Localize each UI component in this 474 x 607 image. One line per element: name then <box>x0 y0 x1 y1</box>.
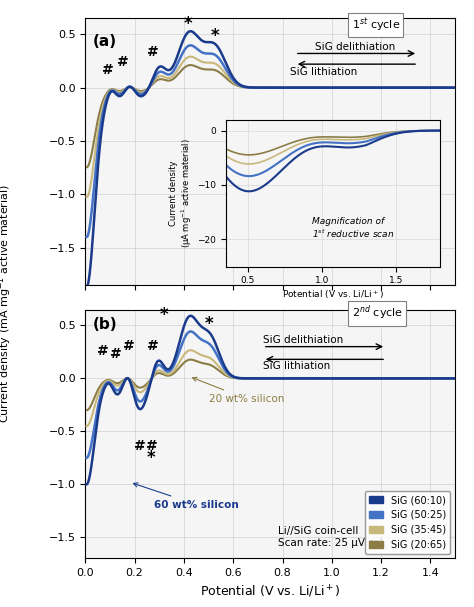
Text: #: # <box>110 347 122 361</box>
Text: #: # <box>134 439 146 453</box>
Text: (a): (a) <box>93 34 117 49</box>
X-axis label: Potential (V vs. Li/Li$^+$): Potential (V vs. Li/Li$^+$) <box>200 584 340 600</box>
Text: #: # <box>102 63 114 76</box>
Text: 1$^{st}$ cycle: 1$^{st}$ cycle <box>352 16 400 34</box>
Text: #: # <box>117 55 128 69</box>
Text: *: * <box>204 314 213 333</box>
Text: 20 wt% silicon: 20 wt% silicon <box>192 378 284 404</box>
Legend: SiG (60:10), SiG (50:25), SiG (35:45), SiG (20:65): SiG (60:10), SiG (50:25), SiG (35:45), S… <box>365 491 450 554</box>
Text: SiG lithiation: SiG lithiation <box>290 67 357 77</box>
Text: (b): (b) <box>93 317 118 332</box>
Text: #: # <box>146 439 158 453</box>
Text: #: # <box>97 344 109 358</box>
Text: *: * <box>160 306 168 324</box>
Text: *: * <box>146 449 155 467</box>
Text: #: # <box>123 339 134 353</box>
Text: SiG delithiation: SiG delithiation <box>263 336 343 345</box>
Text: *: * <box>210 27 219 45</box>
Text: *: * <box>183 15 192 33</box>
Text: Current density (mA mg$^{-1}$ active material): Current density (mA mg$^{-1}$ active mat… <box>0 184 14 423</box>
Text: #: # <box>147 339 159 353</box>
Text: Li//SiG coin-cell
Scan rate: 25 μV s⁻¹: Li//SiG coin-cell Scan rate: 25 μV s⁻¹ <box>278 526 383 548</box>
Text: SiG delithiation: SiG delithiation <box>315 42 395 52</box>
Text: 2$^{nd}$ cycle: 2$^{nd}$ cycle <box>352 304 402 322</box>
Text: SiG lithiation: SiG lithiation <box>263 361 330 371</box>
Y-axis label: Current density (mA mg$^{-1}$ active material): Current density (mA mg$^{-1}$ active mat… <box>0 40 4 263</box>
Text: #: # <box>147 44 159 59</box>
Text: 60 wt% silicon: 60 wt% silicon <box>134 483 239 510</box>
